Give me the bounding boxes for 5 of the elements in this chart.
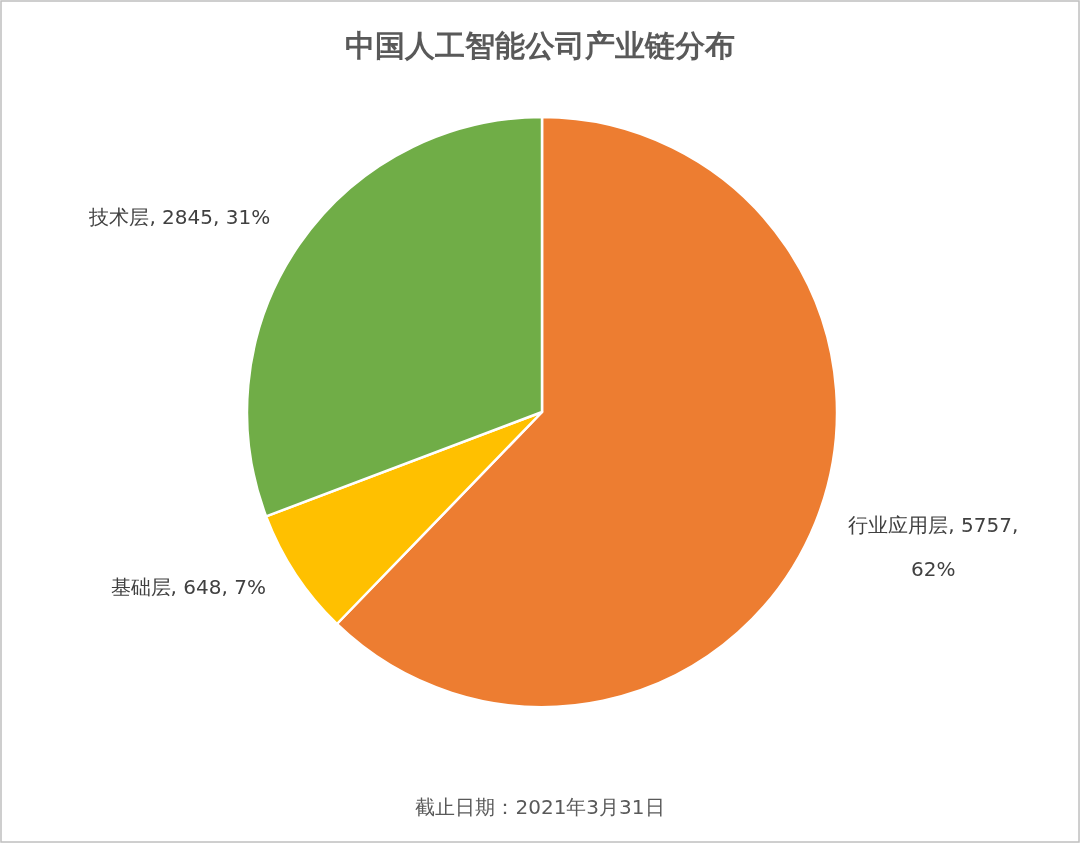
slice-label: 技术层, 2845, 31% — [88, 205, 271, 230]
text: 截止日期：2021年3月31日 — [415, 795, 665, 819]
slice-label: 行业应用层, 5757, 62% — [848, 512, 1019, 581]
chart-title: 中国人工智能公司产业链分布 — [345, 28, 735, 63]
slice-label: 基础层, 648, 7% — [110, 574, 266, 599]
